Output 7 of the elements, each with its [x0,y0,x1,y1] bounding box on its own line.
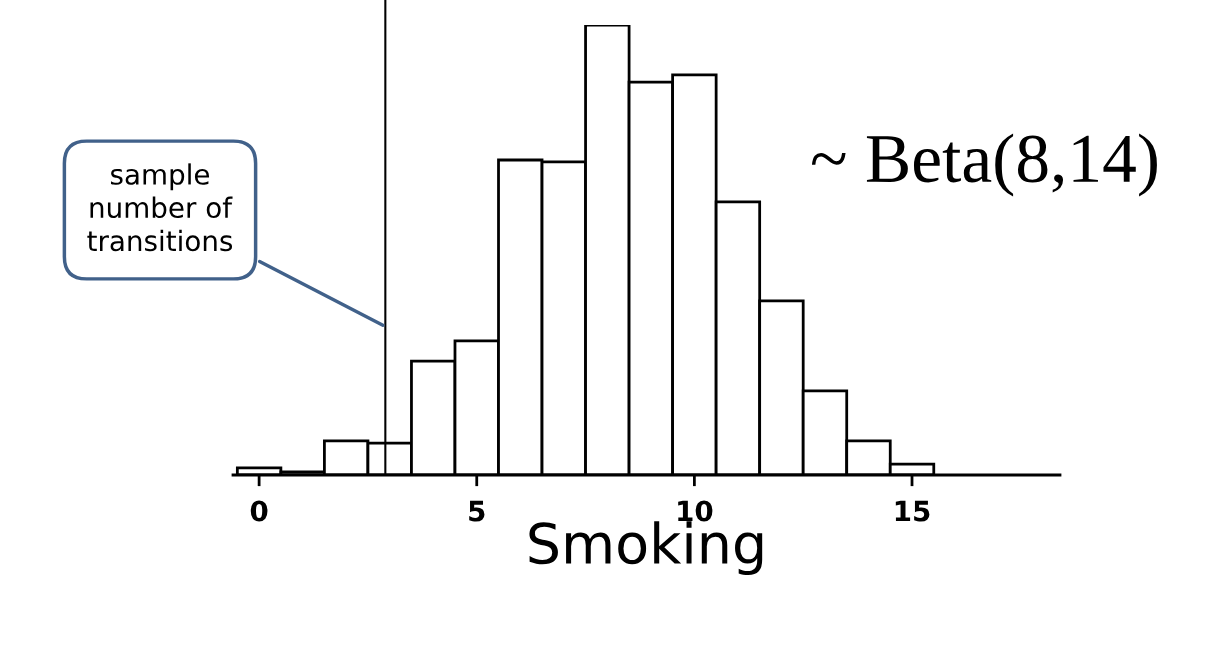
x-tick-label: 10 [678,500,713,522]
x-tick-label: 0 [250,500,268,522]
annotation: sample number of transitions [87,163,233,252]
annotation: ~ Beta(8,14) [811,133,1157,197]
x-tick-label: 15 [895,500,930,522]
x-axis-title: Smoking [529,521,763,576]
x-tick-label: 5 [469,500,485,522]
